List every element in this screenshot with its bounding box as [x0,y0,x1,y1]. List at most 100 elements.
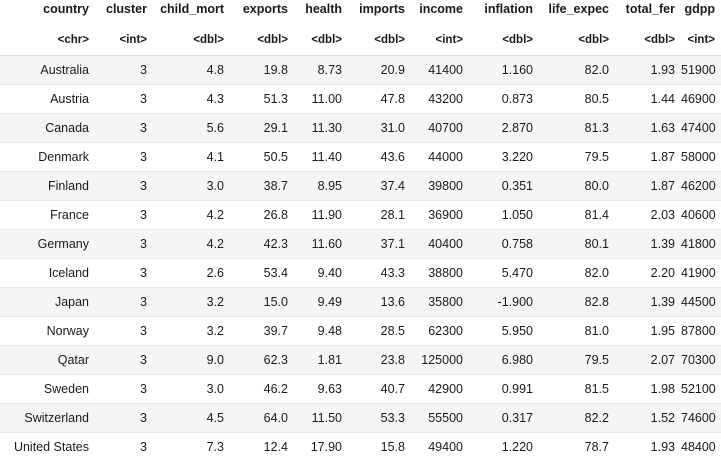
table-cell-exports: 53.4 [230,258,294,288]
table-cell-life-expec: 82.2 [539,403,615,433]
table-cell-health: 9.63 [294,374,348,404]
column-header-income: income [419,2,463,16]
column-name-row: country cluster child_mort exports healt… [0,0,721,25]
table-cell-exports: 62.3 [230,345,294,375]
table-cell-total-fer: 1.39 [615,229,681,259]
table-cell-health: 1.81 [294,345,348,375]
table-cell-cluster: 3 [95,171,153,201]
table-cell-child-mort: 3.2 [153,287,230,317]
table-cell-cluster: 3 [95,258,153,288]
table-cell-inflation: 1.050 [469,200,539,230]
column-header-total-fer: total_fer [625,2,675,16]
table-cell-total-fer: 1.98 [615,374,681,404]
table-cell-gdpp: 51900 [681,55,721,85]
table-cell-exports: 26.8 [230,200,294,230]
column-header-gdpp: gdpp [684,2,715,16]
table-cell-total-fer: 2.03 [615,200,681,230]
table-cell-income: 62300 [411,316,469,346]
table-cell-country: Norway [0,316,95,346]
table-cell-life-expec: 82.0 [539,258,615,288]
column-type: <dbl> [348,25,411,56]
table-cell-child-mort: 3.2 [153,316,230,346]
column-type: <int> [95,25,153,56]
table-cell-inflation: 6.980 [469,345,539,375]
table-cell-health: 11.90 [294,200,348,230]
table-cell-life-expec: 80.5 [539,84,615,114]
table-cell-inflation: 0.758 [469,229,539,259]
table-cell-child-mort: 2.6 [153,258,230,288]
table-cell-life-expec: 81.0 [539,316,615,346]
table-cell-child-mort: 4.2 [153,229,230,259]
table-cell-gdpp: 70300 [681,345,721,375]
table-cell-country: Germany [0,229,95,259]
table-row: Australia 3 4.8 19.8 8.73 20.9 41400 1.160 82.0 1… [0,55,721,85]
table-cell-gdpp: 87800 [681,316,721,346]
table-row: Germany 3 4.2 42.3 11.60 37.1 40400 0.758 80.1 1.… [0,229,721,259]
table-cell-gdpp: 48400 [681,432,721,459]
table-cell-country: Iceland [0,258,95,288]
table-cell-total-fer: 1.52 [615,403,681,433]
column-type: <int> [411,25,469,56]
table-cell-life-expec: 81.5 [539,374,615,404]
table-cell-inflation: -1.900 [469,287,539,317]
table-cell-inflation: 1.220 [469,432,539,459]
table-cell-imports: 37.1 [348,229,411,259]
table-row: Canada 3 5.6 29.1 11.30 31.0 40700 2.870 81.3 1.6… [0,113,721,143]
table-cell-gdpp: 41800 [681,229,721,259]
table-cell-imports: 23.8 [348,345,411,375]
table-cell-life-expec: 80.1 [539,229,615,259]
table-cell-total-fer: 1.63 [615,113,681,143]
table-cell-country: United States [0,432,95,459]
column-type: <dbl> [153,25,230,56]
column-header-imports: imports [359,2,405,16]
table-cell-exports: 12.4 [230,432,294,459]
table-cell-child-mort: 5.6 [153,113,230,143]
table-cell-country: Finland [0,171,95,201]
table-cell-imports: 43.3 [348,258,411,288]
table-cell-exports: 64.0 [230,403,294,433]
table-cell-imports: 47.8 [348,84,411,114]
table-cell-inflation: 1.160 [469,55,539,85]
table-cell-life-expec: 78.7 [539,432,615,459]
table-cell-country: Switzerland [0,403,95,433]
table-cell-cluster: 3 [95,229,153,259]
table-cell-total-fer: 1.93 [615,432,681,459]
table-row: Denmark 3 4.1 50.5 11.40 43.6 44000 3.220 79.5 1.… [0,142,721,172]
table-cell-imports: 37.4 [348,171,411,201]
table-cell-inflation: 0.351 [469,171,539,201]
table-cell-exports: 15.0 [230,287,294,317]
table-cell-exports: 19.8 [230,55,294,85]
table-header: country cluster child_mort exports healt… [0,0,721,56]
table-cell-health: 9.48 [294,316,348,346]
table-cell-child-mort: 4.1 [153,142,230,172]
table-cell-imports: 13.6 [348,287,411,317]
table-row: Iceland 3 2.6 53.4 9.40 43.3 38800 5.470 82.0 2.2… [0,258,721,288]
table-cell-exports: 51.3 [230,84,294,114]
table-cell-income: 49400 [411,432,469,459]
table-cell-country: Canada [0,113,95,143]
table-cell-income: 55500 [411,403,469,433]
table-row: Finland 3 3.0 38.7 8.95 37.4 39800 0.351 80.0 1.8… [0,171,721,201]
table-cell-imports: 20.9 [348,55,411,85]
table-cell-income: 41400 [411,55,469,85]
table-cell-country: Austria [0,84,95,114]
column-type: <chr> [0,25,95,56]
table-row: Switzerland 3 4.5 64.0 11.50 53.3 55500 0.317 82… [0,403,721,433]
table-cell-total-fer: 2.07 [615,345,681,375]
column-header-health: health [305,2,342,16]
table-row: Sweden 3 3.0 46.2 9.63 40.7 42900 0.991 81.5 1.98… [0,374,721,404]
column-header-cluster: cluster [106,2,147,16]
table-cell-child-mort: 9.0 [153,345,230,375]
table-cell-inflation: 2.870 [469,113,539,143]
table-cell-income: 38800 [411,258,469,288]
table-cell-income: 125000 [411,345,469,375]
table-cell-income: 39800 [411,171,469,201]
table-cell-imports: 28.1 [348,200,411,230]
table-cell-health: 11.30 [294,113,348,143]
table-cell-child-mort: 4.8 [153,55,230,85]
column-type: <dbl> [230,25,294,56]
table-cell-country: Denmark [0,142,95,172]
table-cell-income: 40400 [411,229,469,259]
table-cell-health: 11.40 [294,142,348,172]
